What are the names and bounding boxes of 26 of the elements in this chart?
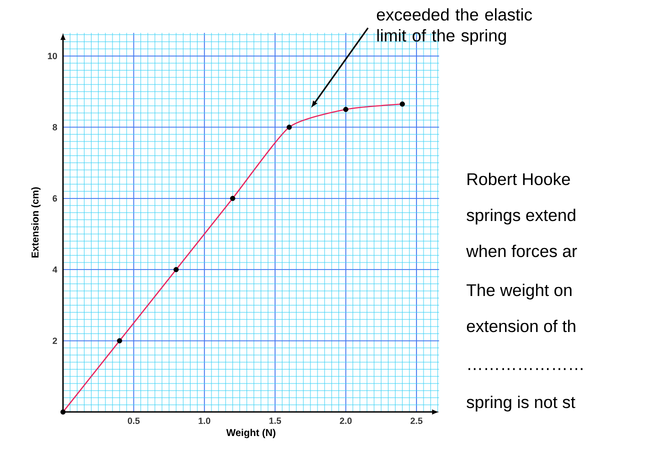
- x-tick-label: 0.5: [128, 418, 140, 424]
- x-tick-label: 1.0: [198, 418, 210, 424]
- x-tick-label: 2.0: [340, 418, 352, 424]
- x-axis-title: Weight (N): [226, 428, 276, 438]
- text: extension of th: [466, 320, 576, 332]
- y-axis-title: Extension (cm): [31, 187, 41, 258]
- text: spring is not st: [466, 396, 576, 412]
- x-tick-label: 2.5: [410, 418, 422, 424]
- point: [174, 267, 179, 272]
- y-tick-label: 6: [52, 195, 58, 202]
- text: …………………: [468, 368, 582, 370]
- point: [230, 196, 236, 201]
- y-tick-label: 10: [48, 52, 57, 60]
- point: [343, 106, 348, 112]
- text: springs extend: [466, 208, 576, 225]
- text: Robert Hooke: [468, 172, 570, 186]
- y-tick-label: 2: [52, 338, 57, 344]
- point: [116, 338, 122, 344]
- text: when forces ar: [466, 244, 577, 258]
- y-tick-label: 4: [52, 266, 58, 273]
- x-tick-label: 1.5: [269, 418, 282, 424]
- y-tick-label: 8: [52, 124, 58, 130]
- text: The weight on: [466, 284, 572, 300]
- point: [400, 101, 405, 107]
- point: [60, 409, 66, 415]
- point: [286, 124, 292, 130]
